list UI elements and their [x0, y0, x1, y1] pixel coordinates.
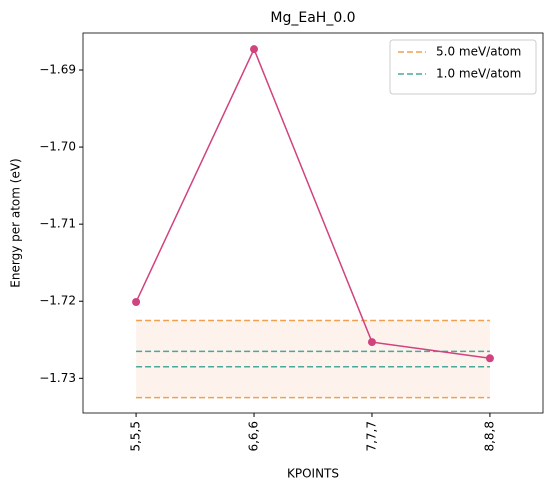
y-tick-label: −1.69 — [39, 62, 76, 76]
x-tick-label: 6,6,6 — [247, 421, 261, 452]
legend-label: 5.0 meV/atom — [436, 45, 521, 59]
x-tick-label: 7,7,7 — [364, 421, 378, 452]
point — [250, 45, 259, 54]
x-tick-label: 8,8,8 — [482, 421, 496, 452]
chart-title: Mg_EaH_0.0 — [270, 10, 355, 26]
point — [485, 354, 494, 363]
legend-box — [389, 39, 537, 95]
y-tick-label: −1.71 — [39, 217, 76, 231]
x-tick-label: 5,5,5 — [129, 421, 143, 452]
band-fill — [136, 320, 490, 398]
series-line — [135, 47, 491, 360]
x-axis-label: KPOINTS — [287, 467, 339, 481]
y-tick-label: −1.70 — [39, 140, 76, 154]
y-tick-label: −1.73 — [39, 371, 76, 385]
legend-label: 1.0 meV/atom — [436, 67, 521, 81]
y-axis-label: Energy per atom (eV) — [9, 158, 23, 287]
point — [132, 298, 141, 307]
y-tick-label: −1.72 — [39, 294, 76, 308]
point — [367, 338, 376, 347]
plot-frame — [82, 32, 544, 414]
